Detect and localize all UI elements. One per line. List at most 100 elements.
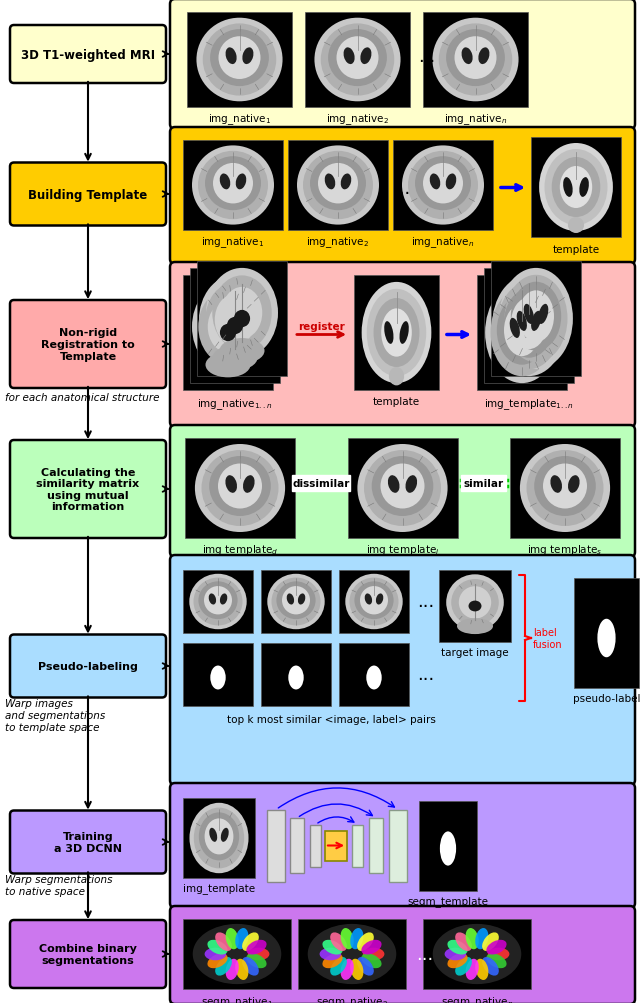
- Ellipse shape: [445, 175, 456, 191]
- Ellipse shape: [206, 269, 278, 358]
- Ellipse shape: [236, 175, 246, 191]
- Ellipse shape: [538, 305, 548, 325]
- Ellipse shape: [328, 30, 387, 87]
- Text: ...: ...: [417, 666, 435, 684]
- Ellipse shape: [324, 175, 335, 191]
- Ellipse shape: [212, 276, 272, 351]
- Ellipse shape: [243, 48, 253, 65]
- Ellipse shape: [225, 48, 237, 65]
- Ellipse shape: [276, 582, 316, 620]
- Ellipse shape: [220, 339, 264, 364]
- Ellipse shape: [365, 594, 372, 605]
- Ellipse shape: [323, 954, 342, 968]
- Ellipse shape: [524, 319, 534, 339]
- Ellipse shape: [499, 269, 573, 370]
- Ellipse shape: [208, 302, 248, 353]
- Ellipse shape: [362, 940, 381, 955]
- FancyBboxPatch shape: [170, 0, 635, 129]
- Ellipse shape: [303, 151, 373, 220]
- Ellipse shape: [597, 619, 616, 658]
- Ellipse shape: [423, 163, 463, 205]
- FancyBboxPatch shape: [170, 556, 635, 785]
- Ellipse shape: [207, 954, 228, 968]
- Ellipse shape: [524, 305, 534, 325]
- Bar: [197, 262, 287, 376]
- Bar: [267, 809, 285, 882]
- Ellipse shape: [531, 312, 541, 332]
- Ellipse shape: [568, 475, 580, 493]
- Ellipse shape: [492, 276, 566, 377]
- Text: target image: target image: [441, 647, 509, 657]
- Ellipse shape: [440, 831, 456, 866]
- Bar: [292, 475, 350, 491]
- FancyBboxPatch shape: [170, 906, 635, 1003]
- Ellipse shape: [218, 37, 260, 80]
- Text: label
fusion: label fusion: [533, 628, 563, 649]
- Ellipse shape: [193, 924, 282, 984]
- Text: img_native$_{n}$: img_native$_{n}$: [412, 235, 475, 250]
- Text: img_native$_{2}$: img_native$_{2}$: [307, 235, 369, 250]
- Text: Pseudo-labeling: Pseudo-labeling: [38, 661, 138, 671]
- Ellipse shape: [209, 594, 216, 605]
- Ellipse shape: [476, 928, 488, 949]
- Bar: [183, 140, 283, 231]
- Ellipse shape: [196, 19, 282, 102]
- Bar: [491, 262, 581, 376]
- Ellipse shape: [534, 456, 596, 517]
- Ellipse shape: [545, 149, 607, 226]
- Text: similar: similar: [464, 478, 504, 488]
- Ellipse shape: [346, 574, 403, 630]
- Ellipse shape: [205, 948, 226, 960]
- Ellipse shape: [330, 933, 347, 951]
- Ellipse shape: [298, 594, 305, 605]
- Ellipse shape: [340, 959, 354, 980]
- FancyBboxPatch shape: [170, 425, 635, 558]
- Text: template: template: [552, 245, 600, 255]
- Ellipse shape: [486, 954, 507, 968]
- Text: Combine binary
segmentations: Combine binary segmentations: [39, 943, 137, 965]
- Bar: [369, 818, 383, 874]
- Bar: [183, 643, 253, 706]
- Ellipse shape: [202, 450, 278, 527]
- Ellipse shape: [225, 928, 239, 949]
- Ellipse shape: [310, 157, 366, 211]
- Bar: [339, 643, 409, 706]
- Ellipse shape: [433, 924, 521, 984]
- Ellipse shape: [384, 322, 394, 344]
- Bar: [383, 468, 422, 504]
- Ellipse shape: [451, 580, 499, 626]
- Bar: [439, 571, 511, 642]
- Text: img_native$_{1..n}$: img_native$_{1..n}$: [197, 396, 273, 411]
- Ellipse shape: [360, 48, 371, 65]
- Text: img_native$_{2}$: img_native$_{2}$: [326, 112, 389, 126]
- Ellipse shape: [362, 954, 381, 968]
- Bar: [423, 919, 531, 989]
- Text: img_template$_{1..n}$: img_template$_{1..n}$: [484, 396, 574, 411]
- Ellipse shape: [218, 464, 262, 509]
- Ellipse shape: [372, 456, 433, 517]
- Ellipse shape: [366, 666, 381, 690]
- Bar: [461, 475, 506, 491]
- Ellipse shape: [355, 582, 394, 620]
- Bar: [183, 276, 273, 390]
- Bar: [261, 571, 331, 633]
- FancyBboxPatch shape: [170, 127, 635, 265]
- Text: pseudo-label: pseudo-label: [573, 693, 640, 703]
- Ellipse shape: [465, 959, 479, 980]
- Ellipse shape: [205, 283, 265, 358]
- Ellipse shape: [236, 928, 248, 949]
- Text: dissimilar: dissimilar: [292, 478, 350, 488]
- Ellipse shape: [209, 456, 271, 517]
- Ellipse shape: [308, 924, 396, 984]
- Ellipse shape: [215, 933, 232, 951]
- Text: img_native$_{1}$: img_native$_{1}$: [202, 235, 264, 250]
- Ellipse shape: [236, 959, 248, 980]
- Ellipse shape: [504, 305, 540, 357]
- Ellipse shape: [367, 290, 426, 377]
- Ellipse shape: [357, 957, 374, 976]
- Ellipse shape: [287, 594, 294, 605]
- Ellipse shape: [446, 575, 504, 631]
- Ellipse shape: [189, 574, 246, 630]
- Ellipse shape: [221, 288, 262, 339]
- Bar: [288, 140, 388, 231]
